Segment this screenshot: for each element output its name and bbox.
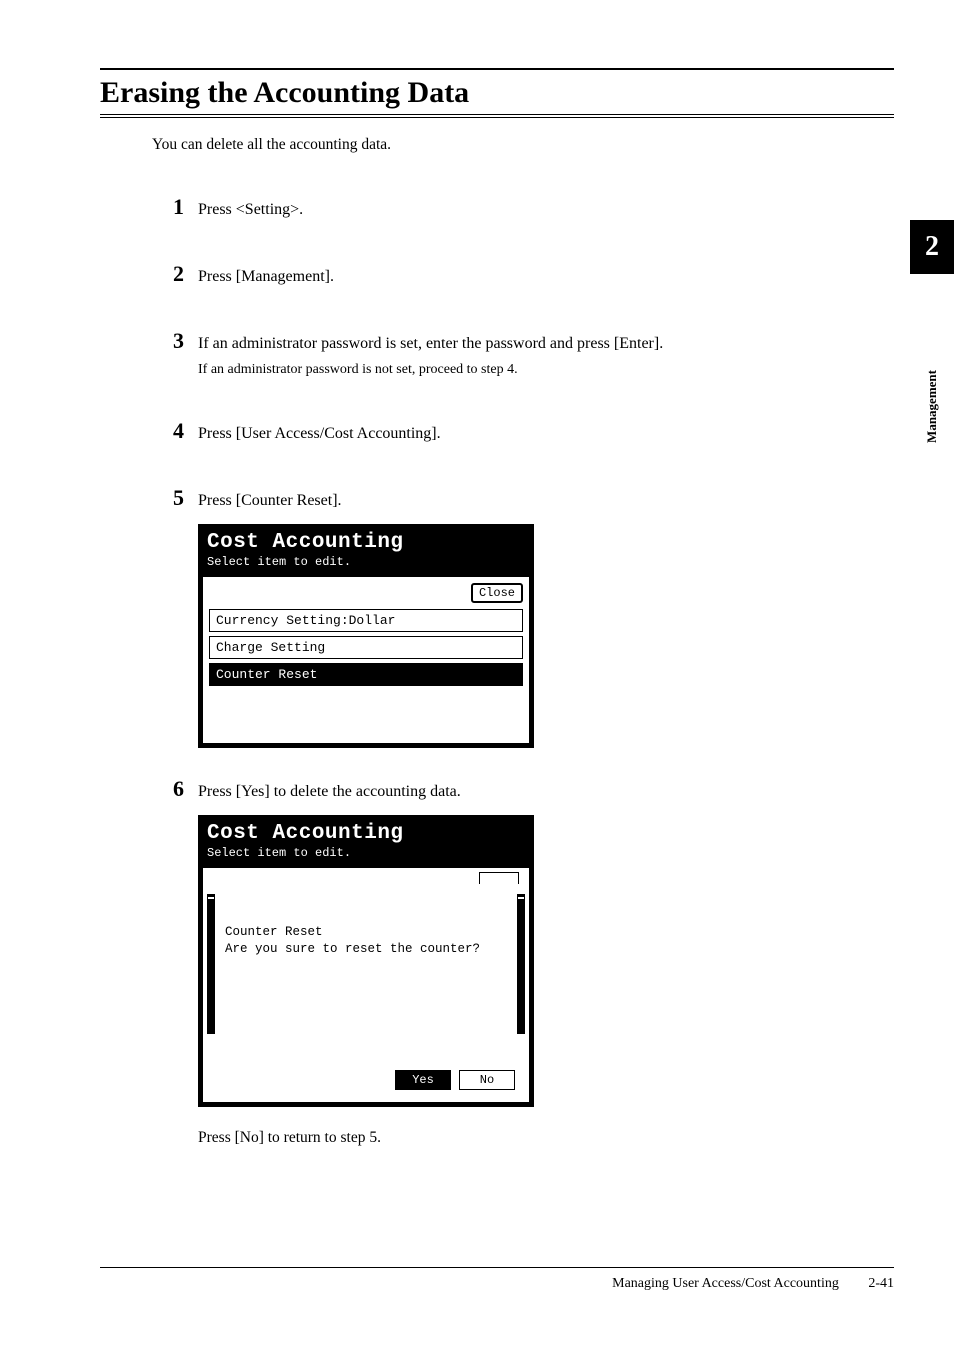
step-number: 3 bbox=[164, 328, 184, 354]
lcd-header: Cost Accounting Select item to edit. bbox=[201, 818, 531, 866]
lcd-title: Cost Accounting bbox=[207, 822, 525, 845]
step-text: Press [Yes] to delete the accounting dat… bbox=[198, 780, 461, 803]
step-text: Press <Setting>. bbox=[198, 198, 303, 221]
step-text: Press [Counter Reset]. bbox=[198, 489, 342, 512]
footer-section: Managing User Access/Cost Accounting bbox=[612, 1276, 839, 1291]
lcd-panel: Cost Accounting Select item to edit. Clo… bbox=[198, 524, 534, 748]
step-1: 1 Press <Setting>. bbox=[164, 194, 894, 221]
steps-list: 1 Press <Setting>. 2 Press [Management].… bbox=[164, 194, 894, 1147]
screenshot-counter-reset-dialog: Cost Accounting Select item to edit. Cou… bbox=[198, 815, 894, 1107]
dialog-tab-stub bbox=[479, 872, 519, 884]
page-title: Erasing the Accounting Data bbox=[100, 76, 894, 110]
menu-item-charge-setting[interactable]: Charge Setting bbox=[209, 636, 523, 659]
menu-item-counter-reset[interactable]: Counter Reset bbox=[209, 663, 523, 686]
page-footer: Managing User Access/Cost Accounting 2-4… bbox=[100, 1267, 894, 1292]
lcd-panel: Cost Accounting Select item to edit. Cou… bbox=[198, 815, 534, 1107]
heading-rule: Erasing the Accounting Data bbox=[100, 68, 894, 118]
step-number: 1 bbox=[164, 194, 184, 220]
step-5: 5 Press [Counter Reset]. Cost Accounting… bbox=[164, 485, 894, 748]
dialog-right-stub bbox=[517, 894, 525, 1034]
step-number: 4 bbox=[164, 418, 184, 444]
step-4: 4 Press [User Access/Cost Accounting]. bbox=[164, 418, 894, 445]
lcd-body: Close Currency Setting:Dollar Charge Set… bbox=[201, 575, 531, 745]
lcd-title: Cost Accounting bbox=[207, 531, 525, 554]
step-text: Press [User Access/Cost Accounting]. bbox=[198, 422, 441, 445]
dialog-line1: Counter Reset bbox=[225, 925, 323, 939]
no-button[interactable]: No bbox=[459, 1070, 515, 1090]
page: 2 Management Erasing the Accounting Data… bbox=[0, 0, 954, 1348]
menu-item-currency-setting[interactable]: Currency Setting:Dollar bbox=[209, 609, 523, 632]
lcd-subtitle: Select item to edit. bbox=[207, 846, 525, 860]
side-tab-label: Management bbox=[924, 370, 940, 443]
step-number: 2 bbox=[164, 261, 184, 287]
step-6: 6 Press [Yes] to delete the accounting d… bbox=[164, 776, 894, 1147]
lcd-dialog: Counter Reset Are you sure to reset the … bbox=[201, 866, 531, 1104]
yes-button[interactable]: Yes bbox=[395, 1070, 451, 1090]
step-text: If an administrator password is set, ent… bbox=[198, 332, 663, 355]
screenshot-cost-accounting-menu: Cost Accounting Select item to edit. Clo… bbox=[198, 524, 894, 748]
footer-page-number: 2-41 bbox=[868, 1276, 894, 1291]
dialog-line2: Are you sure to reset the counter? bbox=[225, 942, 480, 956]
chapter-number: 2 bbox=[925, 231, 939, 263]
dialog-left-stub bbox=[207, 894, 215, 1034]
step-3: 3 If an administrator password is set, e… bbox=[164, 328, 894, 377]
step-2: 2 Press [Management]. bbox=[164, 261, 894, 288]
step-number: 5 bbox=[164, 485, 184, 511]
step-aftertext: Press [No] to return to step 5. bbox=[198, 1129, 894, 1147]
chapter-number-box: 2 bbox=[910, 220, 954, 274]
lcd-header: Cost Accounting Select item to edit. bbox=[201, 527, 531, 575]
lcd-subtitle: Select item to edit. bbox=[207, 555, 525, 569]
step-text: Press [Management]. bbox=[198, 265, 334, 288]
intro-text: You can delete all the accounting data. bbox=[152, 136, 894, 154]
close-button[interactable]: Close bbox=[471, 583, 523, 603]
side-tab: 2 Management bbox=[910, 220, 954, 443]
step-number: 6 bbox=[164, 776, 184, 802]
step-subtext: If an administrator password is not set,… bbox=[198, 362, 894, 378]
